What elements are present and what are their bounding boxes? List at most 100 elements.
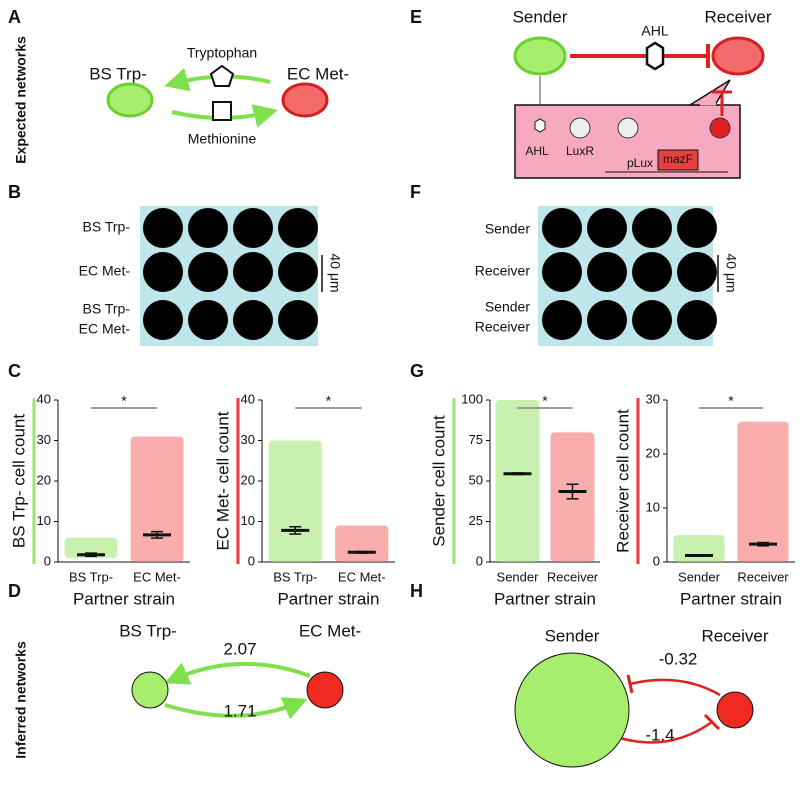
scale-label: 40 μm	[723, 253, 739, 292]
y-tick-label: 50	[469, 472, 483, 487]
square	[212, 101, 232, 121]
y-tick-label: 10	[241, 513, 255, 528]
y-tick-label: 0	[248, 553, 255, 568]
point-cloud	[495, 400, 540, 562]
row-label: BS Trp-	[83, 301, 131, 317]
point-cloud	[130, 436, 184, 562]
node-label: Sender	[545, 626, 600, 645]
y-tick-label: 40	[241, 391, 255, 406]
hexagon	[645, 41, 665, 71]
panel-label: G	[410, 361, 424, 381]
strain-label: BS Trp-	[89, 64, 147, 83]
node	[131, 671, 169, 709]
panel-label: H	[410, 581, 423, 601]
row-label: Sender	[485, 299, 530, 315]
well	[677, 300, 717, 340]
pentagon	[209, 64, 235, 87]
well	[278, 252, 318, 292]
row-label: EC Met-	[79, 321, 131, 337]
mazf-protein	[709, 117, 731, 139]
y-tick-label: 20	[37, 472, 51, 487]
well	[143, 252, 183, 292]
well	[278, 208, 318, 248]
well	[677, 252, 717, 292]
side-label: Expected networks	[13, 36, 29, 164]
molecule-label: Methionine	[188, 131, 257, 147]
edge	[164, 697, 308, 720]
significance: *	[326, 393, 332, 409]
x-tick-label: EC Met-	[133, 569, 181, 584]
y-axis-label: EC Met- cell count	[213, 411, 232, 550]
well	[188, 300, 228, 340]
x-tick-label: Sender	[678, 569, 721, 584]
y-tick-label: 30	[646, 391, 660, 406]
gene-box	[657, 149, 699, 171]
well	[188, 252, 228, 292]
well	[587, 252, 627, 292]
well	[143, 300, 183, 340]
strain-label: Receiver	[704, 7, 771, 26]
point-cloud	[737, 421, 789, 562]
y-tick-label: 0	[476, 553, 483, 568]
edge	[619, 720, 713, 744]
x-tick-label: EC Met-	[338, 569, 386, 584]
x-axis-label: Partner strain	[73, 589, 175, 608]
y-tick-label: 25	[469, 513, 483, 528]
x-tick-label: Receiver	[737, 569, 789, 584]
y-tick-label: 30	[37, 432, 51, 447]
hexagon	[534, 118, 546, 133]
panel-label: E	[410, 7, 422, 27]
row-label: Sender	[485, 221, 530, 237]
y-tick-label: 20	[646, 445, 660, 460]
point-cloud	[64, 537, 118, 558]
well	[233, 300, 273, 340]
y-axis-label: Receiver cell count	[613, 409, 632, 553]
cell	[711, 36, 765, 76]
significance: *	[121, 393, 127, 409]
edge-bar	[703, 713, 721, 731]
y-tick-label: 40	[37, 391, 51, 406]
well	[542, 208, 582, 248]
inset-label: mazF	[663, 152, 693, 166]
edge	[629, 678, 721, 697]
well	[632, 208, 672, 248]
well	[542, 300, 582, 340]
inset-label: pLux	[627, 156, 653, 170]
edge-bar	[626, 674, 634, 694]
cell	[513, 36, 567, 76]
edge-weight: 2.07	[223, 639, 256, 658]
inset-label: AHL	[525, 144, 549, 158]
y-tick-label: 0	[44, 553, 51, 568]
edge-weight: -1.4	[645, 725, 674, 744]
panel-label: D	[8, 581, 21, 601]
y-axis-label: Sender cell count	[429, 415, 448, 547]
well	[632, 252, 672, 292]
row-label: EC Met-	[79, 263, 131, 279]
panel-label: C	[8, 361, 21, 381]
significance: *	[728, 393, 734, 409]
edge-weight: 1.71	[223, 701, 256, 720]
wells	[143, 208, 717, 340]
x-tick-label: Sender	[497, 569, 540, 584]
x-tick-label: Receiver	[547, 569, 599, 584]
strain-label: Sender	[513, 7, 568, 26]
side-label: Inferred networks	[13, 641, 29, 759]
y-axis-label: BS Trp- cell count	[9, 414, 28, 548]
well	[677, 208, 717, 248]
row-label: Receiver	[475, 263, 531, 279]
node-label: EC Met-	[299, 621, 361, 640]
panel-label: F	[410, 182, 421, 202]
cell	[281, 82, 329, 118]
node	[716, 691, 754, 729]
y-tick-label: 20	[241, 472, 255, 487]
strain-label: EC Met-	[287, 64, 349, 83]
well	[233, 208, 273, 248]
x-axis-label: Partner strain	[277, 589, 379, 608]
edge-weight: -0.32	[659, 649, 698, 668]
y-tick-label: 10	[646, 499, 660, 514]
x-tick-label: BS Trp-	[69, 569, 113, 584]
cell	[106, 82, 154, 118]
well	[278, 300, 318, 340]
well	[587, 300, 627, 340]
panel-label: A	[8, 7, 21, 27]
